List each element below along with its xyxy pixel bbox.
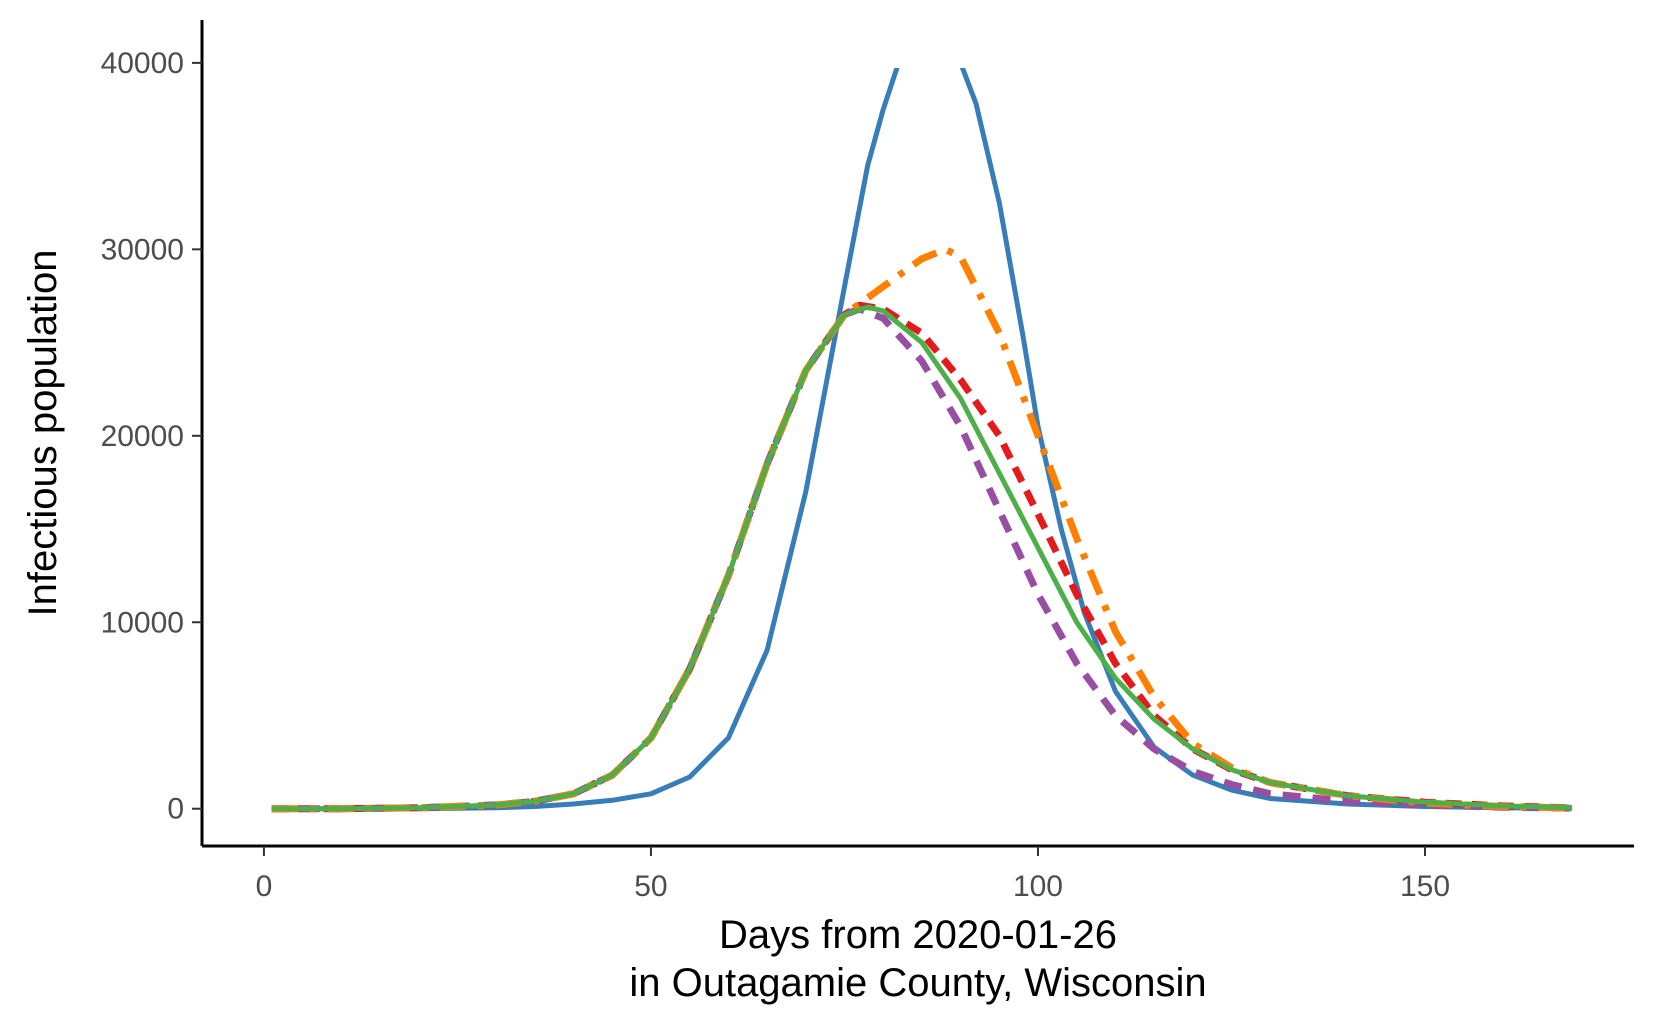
series-line-5: [271, 304, 1573, 812]
x-tick-label: 150: [1400, 870, 1450, 903]
series-line-1: [271, 68, 900, 812]
y-tick-label: 0: [167, 793, 184, 826]
y-tick-label: 20000: [101, 420, 184, 453]
series-line-2: [271, 301, 1573, 813]
series-line-4: [271, 245, 1573, 813]
y-tick-label: 10000: [101, 606, 184, 639]
y-tick-label: 30000: [101, 233, 184, 266]
series-line-1-tail: [959, 68, 1573, 811]
y-axis-ticks: 0 10000 20000 30000 40000: [101, 47, 202, 826]
y-tick-label: 40000: [101, 47, 184, 80]
x-tick-label: 100: [1013, 870, 1063, 903]
x-axis-title-line1: Days from 2020-01-26: [719, 913, 1117, 957]
x-axis-title-line2: in Outagamie County, Wisconsin: [629, 961, 1206, 1005]
x-axis-ticks: 0 50 100 150: [256, 846, 1450, 903]
x-tick-label: 0: [256, 870, 273, 903]
x-tick-label: 50: [634, 870, 667, 903]
series-lines: [271, 68, 1573, 813]
y-axis-title: Infectious population: [21, 250, 65, 617]
series-line-3: [271, 305, 1573, 813]
